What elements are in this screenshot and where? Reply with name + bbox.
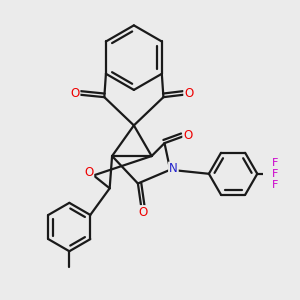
Text: F: F [272,158,278,167]
Text: O: O [183,129,193,142]
Text: O: O [84,167,93,179]
Text: O: O [138,206,147,219]
Text: N: N [169,163,178,176]
Text: O: O [70,87,80,101]
Text: F: F [272,169,278,179]
Text: F: F [272,180,278,190]
Text: O: O [184,87,194,101]
